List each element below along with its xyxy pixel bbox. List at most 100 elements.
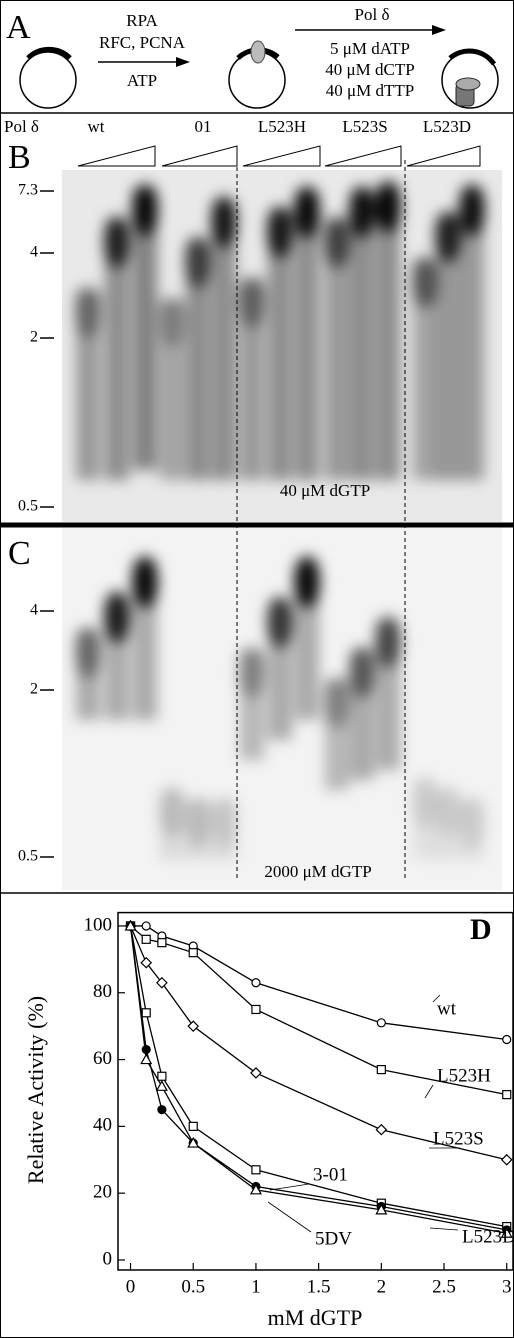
- arrowhead: [432, 25, 446, 35]
- point: [251, 1004, 261, 1015]
- y-tick-label: 80: [93, 981, 112, 1002]
- point: [157, 1071, 167, 1081]
- band: [459, 184, 485, 236]
- point: [500, 1227, 513, 1238]
- band: [412, 776, 438, 828]
- y-axis-title: Relative Activity (%): [23, 996, 48, 1184]
- reagent: ATP: [127, 71, 157, 90]
- point: [500, 1153, 513, 1166]
- band: [239, 276, 265, 328]
- band: [267, 596, 293, 648]
- series-label: wt: [437, 998, 457, 1019]
- band: [375, 616, 401, 668]
- point: [155, 1080, 168, 1091]
- gel-bands: [75, 181, 485, 480]
- band: [211, 196, 237, 248]
- band: [104, 216, 130, 268]
- primer: [26, 46, 72, 60]
- y-tick-label: 0: [103, 1248, 113, 1269]
- x-tick-label: 3: [502, 1276, 512, 1297]
- point: [140, 1053, 153, 1065]
- band: [294, 186, 320, 238]
- lane-label: L523H: [258, 117, 306, 136]
- size-marker: 2: [30, 681, 38, 698]
- leader: [269, 1183, 310, 1191]
- wedge: [77, 145, 156, 167]
- wedge: [406, 145, 481, 167]
- band: [239, 646, 265, 698]
- lane-label: 01: [195, 117, 212, 136]
- wedge: [324, 145, 402, 167]
- size-marker: 0.5: [18, 848, 38, 865]
- panel-c: C 4 2 0.5 2000 μM dGTP: [8, 528, 502, 890]
- lane-label: L523S: [342, 117, 387, 136]
- smear: [350, 190, 374, 480]
- band: [159, 786, 185, 838]
- leader: [424, 1084, 434, 1099]
- band: [435, 786, 461, 838]
- leader: [267, 1201, 312, 1233]
- condition: 2000 μM dGTP: [264, 862, 371, 881]
- point: [375, 1203, 388, 1215]
- panel-a: A RPA RFC, PCNA ATP Pol δ 5 μM dATP 40 μ…: [6, 5, 499, 109]
- point: [188, 1121, 198, 1131]
- point: [502, 1034, 512, 1045]
- panel-label: D: [470, 913, 492, 946]
- x-tick-label: 1.5: [307, 1276, 331, 1297]
- lane-label: wt: [88, 117, 105, 136]
- panel-label: A: [6, 9, 31, 46]
- band: [185, 236, 211, 288]
- reagent: 40 μM dTTP: [326, 81, 414, 100]
- series-line: [130, 925, 507, 1041]
- band: [349, 186, 375, 238]
- point: [502, 1090, 512, 1100]
- point: [250, 1067, 262, 1079]
- primer: [448, 48, 497, 66]
- x-tick-label: 0.5: [181, 1276, 205, 1297]
- pcna: [250, 40, 266, 64]
- panel-d: D Relative Activity (%) mM dGTP 02040608…: [23, 911, 514, 1330]
- band: [294, 556, 320, 608]
- point: [157, 1105, 167, 1115]
- x-tick-label: 2: [377, 1276, 387, 1297]
- wedge: [161, 145, 238, 167]
- point: [141, 1044, 151, 1055]
- point: [124, 919, 137, 931]
- smear: [295, 190, 319, 480]
- point: [376, 1018, 386, 1028]
- reagent: 5 μM dATP: [330, 39, 410, 58]
- reagent: RFC, PCNA: [99, 33, 186, 52]
- band: [104, 591, 130, 643]
- point: [251, 978, 261, 988]
- point: [141, 1008, 151, 1018]
- point: [157, 938, 167, 948]
- enzyme-label: Pol δ: [4, 117, 39, 136]
- plot-frame: [117, 911, 514, 1271]
- band: [159, 296, 185, 348]
- point: [188, 948, 198, 958]
- point: [187, 1136, 200, 1148]
- size-marker: 4: [30, 602, 38, 619]
- arrowhead: [176, 57, 190, 67]
- x-tick-label: 0: [126, 1276, 136, 1297]
- band: [459, 796, 485, 848]
- y-tick-label: 60: [93, 1048, 112, 1069]
- band: [75, 286, 101, 338]
- point: [141, 934, 151, 944]
- reagent: 40 μM dCTP: [325, 60, 414, 79]
- dna-circle: [19, 51, 77, 109]
- band: [349, 646, 375, 698]
- lane-label: L523D: [423, 117, 471, 136]
- smear: [376, 185, 400, 480]
- size-marker: 0.5: [18, 498, 38, 515]
- band: [75, 626, 101, 678]
- leader: [432, 994, 441, 1003]
- band: [435, 211, 461, 263]
- panel-label: C: [8, 535, 31, 572]
- band: [132, 556, 158, 608]
- size-marker: 7.3: [18, 182, 38, 199]
- series-label: 3-01: [313, 1164, 348, 1185]
- x-tick-label: 2.5: [432, 1276, 456, 1297]
- condition: 40 μM dGTP: [280, 481, 370, 500]
